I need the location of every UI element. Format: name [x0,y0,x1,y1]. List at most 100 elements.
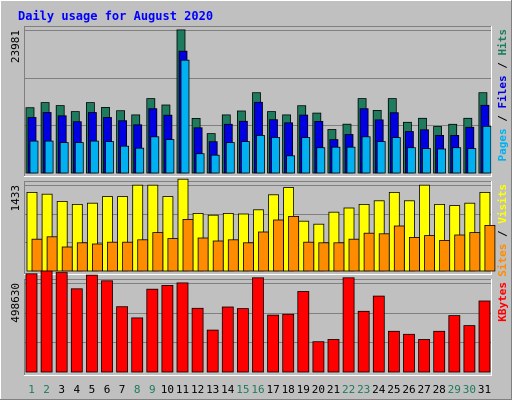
bar-pages-day-24 [376,141,386,174]
x-tick-label-day-1: 1 [28,383,35,396]
x-tick-label-day-30: 30 [463,383,476,396]
bar-sites-day-28 [439,239,451,272]
x-tick-label-day-21: 21 [327,383,340,396]
legend-files: Files [496,75,509,108]
bar-sites-day-1 [31,238,43,272]
x-tick-label-day-11: 11 [176,383,189,396]
bar-sites-day-19 [303,241,315,272]
bar-sites-day-20 [318,242,330,272]
bar-pages-day-22 [346,146,356,174]
bar-kbytes-day-13 [206,329,219,373]
legend-separator: / [496,224,509,244]
panel-top: 23981 Pages / Files / Hits [9,26,509,177]
bar-kbytes-day-27 [418,339,431,373]
bar-sites-day-15 [242,242,254,272]
bar-sites-day-29 [454,234,466,272]
bar-pages-day-15 [240,141,250,174]
bar-kbytes-day-4 [70,288,83,373]
bar-pages-day-2 [44,140,54,174]
x-tick-label-day-26: 26 [402,383,415,396]
bar-pages-day-18 [286,155,296,174]
bar-sites-day-26 [408,236,420,272]
panel-bottom: 498630 KBytes [9,270,509,376]
bar-pages-day-23 [361,136,371,174]
legend-hits: Hits [496,29,509,56]
bar-sites-day-8 [137,239,149,272]
bar-pages-day-20 [316,147,326,174]
bar-kbytes-day-16 [252,277,264,373]
bar-pages-day-17 [271,137,280,174]
bar-pages-day-6 [105,141,114,174]
bar-sites-day-5 [92,243,103,272]
panel-legend-label: Sites / Visits [496,184,509,277]
bar-pages-day-4 [74,142,84,174]
bar-sites-day-27 [424,235,435,272]
x-tick-label-day-25: 25 [387,383,400,396]
x-tick-label-day-5: 5 [89,383,96,396]
y-max-label: 498630 [9,283,22,323]
bar-kbytes-day-31 [478,300,491,373]
x-tick-label-day-28: 28 [433,383,446,396]
x-tick-label-day-29: 29 [448,383,461,396]
bar-kbytes-day-28 [433,330,446,373]
legend-sites: Sites [496,244,509,277]
bar-sites-day-21 [333,242,345,272]
legend-separator: / [496,56,509,76]
x-tick-label-day-7: 7 [119,383,126,396]
bar-sites-day-24 [378,233,390,272]
bar-pages-day-5 [90,140,99,174]
x-tick-label-day-22: 22 [342,383,355,396]
x-axis-day-labels: 1 2 3 4 5 6 7 8 9 10 11 12 13 14 15 16 17 18 19 20 21 22 23 24 2… [28,383,491,396]
bar-kbytes-day-25 [387,330,400,373]
x-tick-label-day-15: 15 [236,383,249,396]
bar-kbytes-day-3 [55,272,68,373]
bar-kbytes-day-14 [221,306,234,373]
bar-pages-day-27 [422,148,431,174]
x-tick-label-day-16: 16 [251,383,264,396]
bar-kbytes-day-9 [146,288,159,373]
x-tick-label-day-17: 17 [266,383,279,396]
bar-sites-day-9 [152,232,164,272]
bar-kbytes-day-23 [357,310,370,373]
x-tick-label-day-12: 12 [191,383,204,396]
bar-pages-day-8 [135,147,145,174]
bar-kbytes-day-1 [25,273,38,373]
x-tick-label-day-31: 31 [478,383,491,396]
bar-kbytes-day-20 [312,341,325,373]
x-tick-label-day-4: 4 [73,383,80,396]
bar-sites-day-4 [76,242,88,272]
panel-legend-label: Pages / Files / Hits [496,29,509,162]
x-tick-label-day-20: 20 [312,383,325,396]
bar-kbytes-day-19 [297,291,310,373]
bar-kbytes-day-5 [86,274,98,373]
bar-kbytes-day-17 [267,314,280,373]
bar-sites-day-6 [107,241,118,272]
bar-kbytes-day-15 [236,308,249,373]
bar-kbytes-day-2 [40,270,53,373]
bar-pages-day-10 [165,139,175,174]
y-max-label: 23981 [9,30,22,63]
bar-pages-day-28 [437,148,447,174]
bar-pages-day-25 [391,137,401,174]
bar-kbytes-day-29 [448,315,461,373]
bar-pages-day-7 [120,145,129,174]
bar-sites-day-2 [46,236,58,272]
bar-pages-day-29 [452,147,462,174]
bar-sites-day-7 [122,241,133,272]
panel-legend-label: KBytes [496,282,509,322]
series-kbytes [25,270,491,373]
bar-sites-day-22 [348,238,360,272]
bar-sites-day-11 [182,218,194,272]
x-tick-label-day-13: 13 [206,383,219,396]
bar-sites-day-13 [212,240,224,272]
bar-kbytes-day-22 [342,277,355,373]
x-tick-label-day-23: 23 [357,383,370,396]
bar-kbytes-day-12 [191,307,204,373]
bar-pages-day-11 [180,59,190,174]
bar-pages-day-19 [301,137,311,174]
bar-kbytes-day-18 [282,313,295,373]
bar-kbytes-day-8 [131,317,144,373]
legend-kbytes: KBytes [496,282,509,322]
x-tick-label-day-2: 2 [43,383,50,396]
